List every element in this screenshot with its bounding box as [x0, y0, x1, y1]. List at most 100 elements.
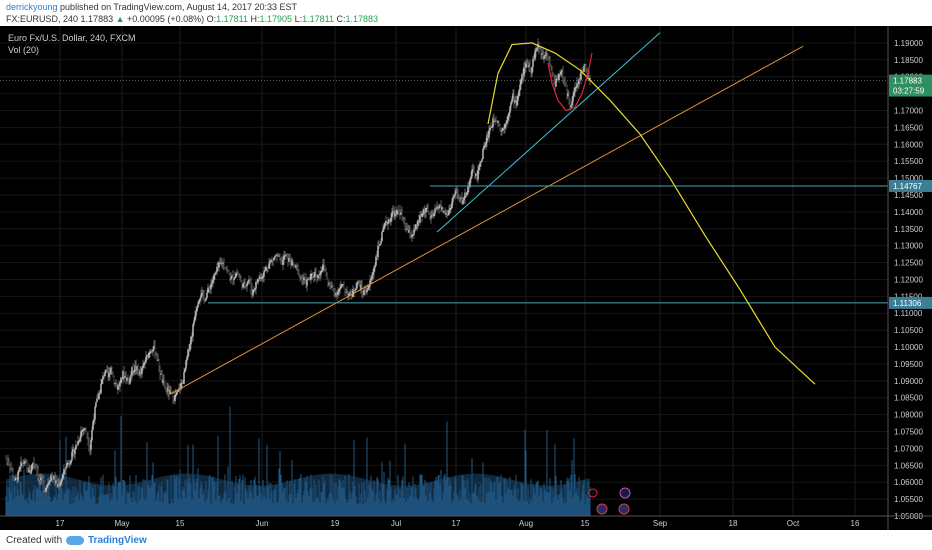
candle [320, 270, 322, 275]
candle [199, 298, 201, 301]
candle [563, 78, 565, 80]
candle [250, 281, 252, 290]
candle [301, 276, 303, 280]
candle [84, 428, 86, 430]
candle [235, 273, 237, 278]
grid [0, 26, 888, 517]
candle [459, 196, 461, 200]
candle [526, 63, 528, 65]
candle [261, 276, 263, 279]
event-badge[interactable] [588, 488, 598, 498]
candle [542, 53, 544, 59]
candle [172, 392, 174, 401]
price-tag [889, 84, 932, 97]
candle [204, 299, 206, 301]
candle [390, 217, 392, 222]
candle [429, 214, 431, 219]
event-badges[interactable] [588, 487, 631, 515]
candle [23, 462, 25, 464]
event-badge[interactable] [618, 503, 630, 515]
candle [438, 206, 440, 209]
candle [260, 276, 262, 279]
axes: 1.190001.185001.180001.175001.170001.165… [0, 26, 932, 530]
candle [219, 262, 221, 264]
price-chart[interactable]: 1.190001.185001.180001.175001.170001.165… [0, 26, 932, 530]
candle [535, 49, 537, 52]
candle [230, 277, 232, 280]
candle [167, 387, 169, 392]
candle [519, 84, 521, 91]
candle [476, 173, 478, 180]
candle [100, 383, 102, 393]
candle [507, 116, 509, 121]
candle [355, 288, 357, 291]
candle [495, 120, 497, 122]
candle [384, 223, 386, 227]
candle [157, 359, 159, 361]
candle [311, 273, 313, 275]
candle [582, 70, 584, 72]
candle [353, 288, 355, 292]
event-badge[interactable] [596, 503, 608, 515]
candle [144, 362, 146, 364]
candle [33, 462, 35, 465]
candle [431, 215, 433, 217]
candle [206, 292, 208, 298]
candle [213, 274, 215, 280]
candle [64, 468, 66, 470]
candle [189, 344, 191, 351]
candle [53, 476, 55, 480]
candle [150, 351, 152, 353]
candle [583, 65, 585, 72]
candle [491, 126, 493, 128]
candle [247, 281, 249, 284]
candle [409, 229, 411, 237]
candle [485, 142, 487, 146]
low-label: L: [294, 14, 303, 24]
candles [5, 38, 591, 498]
volume-average [6, 473, 590, 516]
candle [152, 349, 154, 352]
candle [503, 128, 505, 130]
candle [337, 292, 339, 295]
candle [111, 367, 113, 374]
published-text: published on TradingView.com, August 14,… [60, 2, 298, 12]
candle [60, 481, 62, 484]
candle [523, 66, 525, 77]
candle [98, 393, 100, 400]
candle [529, 64, 531, 71]
candle [444, 211, 446, 215]
candle [479, 162, 481, 167]
candle [202, 292, 204, 294]
candle [372, 272, 374, 276]
candle [451, 201, 453, 209]
author-link[interactable]: derrickyoung [6, 2, 58, 12]
candle [516, 100, 518, 106]
candle [364, 289, 366, 292]
candle [327, 277, 329, 284]
candle [333, 289, 335, 292]
candle [45, 488, 47, 492]
candle [126, 377, 128, 381]
candle [557, 79, 559, 81]
candle [386, 221, 388, 225]
candle [468, 185, 470, 188]
candle [387, 222, 389, 225]
tradingview-link[interactable]: TradingView [88, 535, 147, 546]
candle [552, 73, 554, 75]
candle [37, 470, 39, 478]
y-tick-label: 1.15000 [894, 174, 923, 183]
candle [348, 293, 350, 296]
candle [259, 276, 261, 280]
candle [359, 284, 361, 290]
chart-area[interactable]: 1.190001.185001.180001.175001.170001.165… [0, 26, 932, 530]
candle [338, 289, 340, 293]
event-badge[interactable] [619, 487, 631, 499]
y-tick-label: 1.13000 [894, 242, 923, 251]
candle [149, 352, 151, 354]
candle [52, 476, 54, 480]
candle [306, 279, 308, 286]
candle [440, 205, 442, 210]
candle [238, 275, 240, 278]
candle [315, 271, 317, 276]
